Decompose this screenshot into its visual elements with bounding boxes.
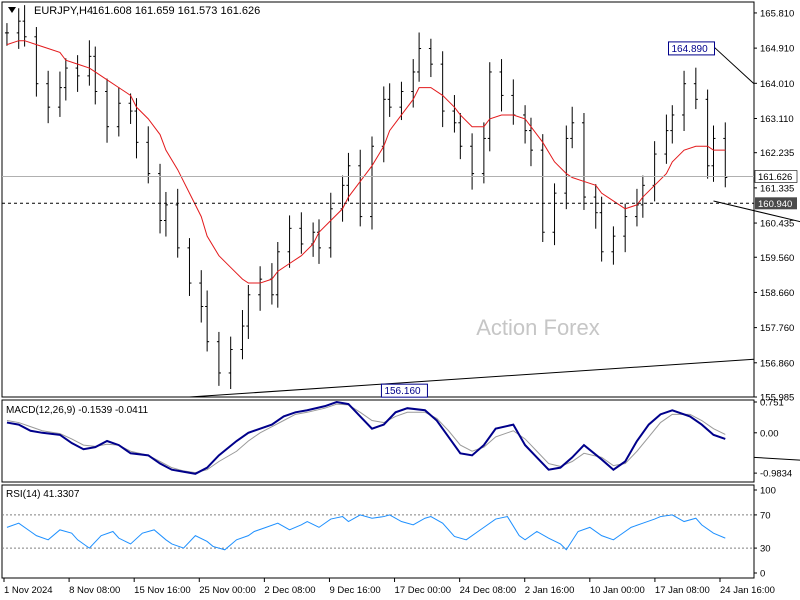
price-pane-border <box>1 1 755 398</box>
macd-trendline <box>753 456 800 461</box>
price-annotation-box <box>380 383 428 398</box>
macd-title: MACD(12,26,9) -0.1539 -0.0411 <box>6 405 149 416</box>
time-tick-label: 15 Nov 16:00 <box>134 585 191 596</box>
rsi-tick-label: 70 <box>760 510 771 521</box>
current-price-tag <box>754 170 798 183</box>
time-tick-label: 9 Dec 16:00 <box>329 585 380 596</box>
rsi-title: RSI(14) 41.3307 <box>6 489 80 500</box>
macd-main-line <box>6 401 726 475</box>
rsi-tick-label: 100 <box>760 486 776 497</box>
price-annotation-label: 164.890 <box>672 44 709 55</box>
time-tick-label: 1 Nov 2024 <box>4 585 53 596</box>
ohlc-label: 161.608 161.659 161.573 161.626 <box>92 5 260 17</box>
moving-average-line <box>6 40 726 284</box>
rsi-pane: RSI(14) 41.3307 100 70 30 0 <box>1 484 776 580</box>
time-tick-label: 17 Dec 00:00 <box>395 585 452 596</box>
rsi-pane-border <box>1 484 755 579</box>
symbol-label: EURJPY,H4 <box>34 5 93 17</box>
macd-axis: 0.751 0.00 -0.9834 <box>754 398 792 480</box>
price-pane: EURJPY,H4 161.608 161.659 161.573 161.62… <box>1 1 800 404</box>
price-tick-label: 161.335 <box>760 183 794 194</box>
price-tick-label: 158.660 <box>760 288 794 299</box>
price-annotations: 164.890164.070159.740156.160 <box>380 41 716 398</box>
time-tick-label: 17 Jan 08:00 <box>655 585 710 596</box>
price-tick-label: 155.985 <box>760 393 794 404</box>
macd-pane-border <box>1 399 755 483</box>
time-tick-label: 24 Dec 08:00 <box>460 585 517 596</box>
price-tick-label: 156.860 <box>760 358 794 369</box>
chevron-down-icon[interactable] <box>8 7 16 13</box>
time-tick-label: 8 Nov 08:00 <box>69 585 120 596</box>
price-tick-label: 160.435 <box>760 219 794 230</box>
rsi-tick-label: 30 <box>760 544 771 555</box>
price-tick-label: 165.810 <box>760 8 794 19</box>
price-annotation-label: 156.160 <box>384 386 421 397</box>
time-tick-label: 25 Nov 00:00 <box>199 585 256 596</box>
time-tick-label: 2 Jan 16:00 <box>525 585 575 596</box>
level-label: 160.940 <box>758 199 792 210</box>
rsi-axis: 100 70 30 0 <box>2 486 776 580</box>
price-tick-label: 159.560 <box>760 253 794 264</box>
time-tick-label: 10 Jan 00:00 <box>590 585 645 596</box>
macd-tick-label: 0.00 <box>760 428 779 439</box>
rsi-line <box>6 514 726 551</box>
time-tick-label: 2 Dec 08:00 <box>264 585 315 596</box>
price-tick-label: 164.010 <box>760 79 794 90</box>
macd-pane: MACD(12,26,9) -0.1539 -0.0411 0.751 0.00 -… <box>1 398 800 483</box>
level-tag <box>755 197 797 210</box>
macd-tick-label: -0.9834 <box>760 469 792 480</box>
time-axis: 1 Nov 2024 8 Nov 08:00 15 Nov 16:00 25 Nov … <box>3 578 775 596</box>
trendline <box>189 358 755 398</box>
price-tick-label: 157.760 <box>760 323 794 334</box>
current-price-label: 161.626 <box>758 172 792 183</box>
watermark: Action Forex <box>476 315 600 340</box>
trendline <box>713 46 755 85</box>
price-tick-label: 163.110 <box>760 114 794 125</box>
time-tick-label: 24 Jan 16:00 <box>720 585 775 596</box>
trendline <box>713 200 800 223</box>
macd-tick-label: 0.751 <box>760 398 784 409</box>
price-lines: 161.626 160.940 <box>2 46 800 398</box>
price-annotation-box <box>668 41 716 56</box>
price-tick-label: 164.910 <box>760 44 794 55</box>
rsi-tick-label: 0 <box>760 569 765 580</box>
price-axis: 165.810 164.910 164.010 163.110 162.235 161.3… <box>754 8 794 404</box>
price-tick-label: 162.235 <box>760 148 794 159</box>
